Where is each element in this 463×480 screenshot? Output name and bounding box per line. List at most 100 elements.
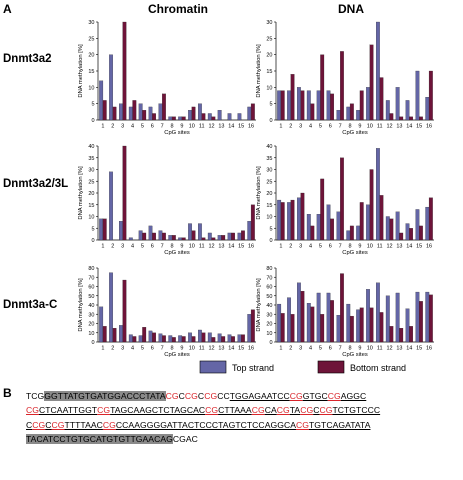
x-tick-label: 14: [406, 124, 412, 130]
y-tick-label: 60: [88, 285, 94, 291]
y-tick-label: 30: [88, 168, 94, 174]
bar-top-strand-site-12: [385, 295, 390, 343]
legend-label-top-strand: Top strand: [232, 363, 274, 373]
bar-bottom-strand-site-1: [102, 326, 107, 343]
x-tick-label: 2: [111, 346, 114, 352]
bar-top-strand-site-6: [326, 204, 331, 241]
bar-bottom-strand-site-13: [221, 336, 226, 343]
y-axis-label: DNA methylation [%]: [78, 44, 84, 98]
bar-bottom-strand-site-10: [369, 169, 374, 241]
y-tick-label: 30: [88, 20, 94, 26]
x-tick-label: 16: [426, 244, 432, 250]
y-tick-label: 20: [266, 322, 272, 328]
x-tick-label: 1: [279, 346, 282, 352]
bar-bottom-strand-site-6: [152, 113, 156, 121]
bar-bottom-strand-site-1: [102, 100, 107, 121]
bar-bottom-strand-site-9: [359, 202, 364, 241]
sequence-segment: TA: [289, 405, 301, 416]
cpg-site: CG: [276, 405, 290, 416]
y-tick-label: 5: [269, 102, 272, 108]
y-tick-label: 20: [88, 191, 94, 197]
bar-top-strand-site-16: [425, 97, 430, 121]
bar-top-strand-site-6: [148, 225, 153, 241]
bar-top-strand-site-15: [237, 232, 242, 241]
y-tick-label: 40: [88, 144, 94, 150]
x-tick-label: 3: [299, 346, 302, 352]
row-label-dnmt3a-c: Dnmt3a-C: [3, 299, 57, 311]
sequence-segment: TGGAGAATCC: [229, 391, 290, 401]
x-tick-label: 7: [161, 124, 164, 130]
bar-top-strand-site-13: [217, 110, 222, 121]
bar-top-strand-site-14: [227, 113, 232, 121]
bar-top-strand-site-14: [227, 232, 232, 241]
x-tick-label: 16: [248, 124, 254, 130]
sequence-segment: C: [197, 391, 205, 401]
bar-bottom-strand-site-15: [419, 301, 423, 343]
bar-bottom-strand-site-5: [320, 54, 325, 121]
x-tick-label: 6: [329, 124, 332, 130]
bar-top-strand-site-15: [415, 291, 420, 343]
sequence-segment: CTCAATTGGT: [39, 405, 98, 416]
bar-bottom-strand-site-2: [290, 199, 295, 241]
y-axis-label: DNA methylation [%]: [78, 166, 84, 220]
cpg-site: CG: [204, 391, 218, 401]
bar-top-strand-site-6: [148, 330, 153, 343]
bar-top-strand-site-4: [306, 214, 311, 241]
primer-region: GGTTATGTGATGGACCCTATA: [44, 391, 166, 401]
bar-top-strand-site-12: [385, 216, 390, 241]
x-tick-label: 3: [299, 244, 302, 250]
bar-bottom-strand-site-5: [142, 110, 147, 121]
sequence-segment: C: [45, 419, 52, 430]
bar-bottom-strand-site-9: [181, 237, 186, 241]
bar-top-strand-site-14: [405, 223, 410, 241]
bar-top-strand-site-9: [356, 110, 361, 121]
x-tick-label: 13: [218, 124, 224, 130]
bar-bottom-strand-site-8: [171, 337, 176, 343]
y-tick-label: 30: [266, 312, 272, 318]
y-tick-label: 35: [88, 156, 94, 162]
x-tick-label: 14: [228, 244, 234, 250]
x-tick-label: 13: [396, 244, 402, 250]
y-axis-label: DNA methylation [%]: [256, 44, 262, 98]
cpg-site: CG: [251, 405, 265, 416]
bar-top-strand-site-3: [297, 87, 301, 121]
cpg-site: CG: [51, 419, 65, 430]
y-tick-label: 10: [88, 85, 94, 91]
x-tick-label: 12: [209, 124, 215, 130]
bar-top-strand-site-8: [346, 303, 351, 343]
bar-bottom-strand-site-8: [349, 225, 354, 241]
y-tick-label: 10: [88, 215, 94, 221]
cpg-site: CG: [205, 405, 219, 416]
cpg-site: CG: [295, 419, 309, 430]
bar-bottom-strand-site-13: [399, 328, 404, 343]
bar-top-strand-site-11: [376, 148, 380, 241]
bar-top-strand-site-11: [376, 282, 380, 343]
bisulfite-sequence: TCGGGTTATGTGATGGACCCTATACGCCGCCGCCTGGAGA…: [26, 389, 456, 447]
x-tick-label: 12: [209, 244, 215, 250]
y-tick-label: 0: [91, 238, 94, 244]
y-tick-label: 40: [266, 303, 272, 309]
y-tick-label: 40: [266, 144, 272, 150]
bar-bottom-strand-site-1: [280, 202, 285, 241]
x-tick-label: 9: [180, 124, 183, 130]
y-tick-label: 10: [266, 215, 272, 221]
bar-bottom-strand-site-16: [428, 294, 433, 343]
x-tick-label: 14: [228, 346, 234, 352]
bar-bottom-strand-site-16: [428, 197, 433, 241]
x-tick-label: 9: [358, 124, 361, 130]
x-tick-label: 13: [396, 346, 402, 352]
x-tick-label: 9: [358, 346, 361, 352]
bar-top-strand-site-7: [158, 333, 163, 343]
x-tick-label: 14: [228, 124, 234, 130]
bar-bottom-strand-site-7: [340, 273, 344, 343]
x-tick-label: 1: [279, 124, 282, 130]
bar-top-strand-site-5: [316, 214, 321, 241]
bar-bottom-strand-site-8: [171, 235, 176, 241]
bar-top-strand-site-3: [297, 282, 301, 343]
bar-top-strand-site-14: [405, 308, 410, 343]
bar-bottom-strand-site-12: [211, 116, 216, 121]
bar-bottom-strand-site-7: [340, 51, 344, 121]
bar-bottom-strand-site-3: [300, 90, 305, 121]
